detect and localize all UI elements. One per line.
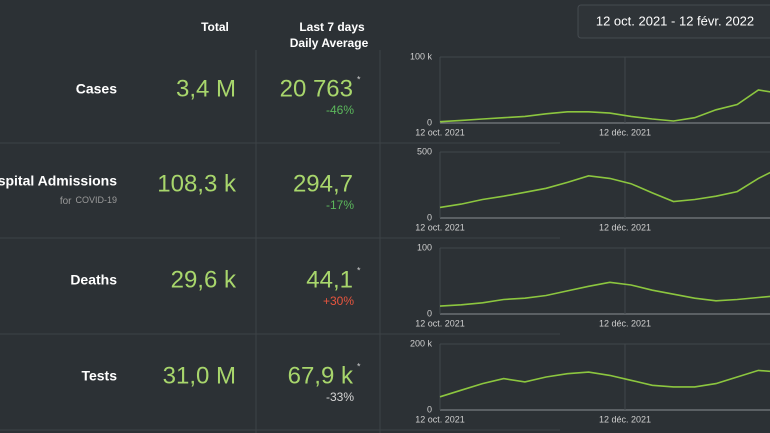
total-value: 108,3 k	[157, 170, 237, 197]
header-daily-average: Daily Average	[290, 36, 369, 50]
change-value: -17%	[326, 198, 354, 212]
y-tick-label: 0	[427, 117, 432, 127]
sublabel: COVID-19	[75, 195, 117, 205]
row-label: Cases	[76, 81, 117, 97]
y-tick-label: 500	[417, 146, 432, 156]
row-sublabel: for COVID-19	[60, 195, 117, 206]
y-tick-label: 200 k	[410, 338, 433, 348]
x-tick-label: 12 déc. 2021	[599, 127, 651, 137]
row-label: Tests	[81, 368, 117, 384]
header-last7: Last 7 days	[299, 20, 365, 34]
change-value: +30%	[323, 294, 354, 308]
y-tick-label: 0	[427, 212, 432, 222]
data-line	[439, 89, 770, 123]
footnote-mark: *	[357, 265, 361, 275]
row-label: Hospital Admissions	[0, 173, 117, 189]
x-tick-label: 12 oct. 2021	[415, 127, 465, 137]
change-value: -46%	[326, 103, 354, 117]
total-value: 29,6 k	[171, 266, 237, 293]
date-range-picker[interactable]	[577, 4, 770, 39]
x-tick-label: 12 déc. 2021	[599, 222, 651, 232]
y-tick-label: 100	[417, 242, 432, 252]
row-label: Deaths	[70, 272, 117, 288]
x-tick-label: 12 oct. 2021	[415, 318, 465, 328]
average-value: 294,7	[293, 170, 353, 197]
x-tick-label: 12 oct. 2021	[415, 222, 465, 232]
y-tick-label: 100 k	[410, 51, 433, 61]
average-value: 67,9 k	[288, 362, 354, 389]
change-value: -33%	[326, 390, 354, 404]
total-value: 31,0 M	[163, 362, 236, 389]
data-line	[439, 171, 770, 209]
x-tick-label: 12 oct. 2021	[415, 414, 465, 424]
average-value: 44,1	[306, 266, 353, 293]
x-tick-label: 12 déc. 2021	[599, 414, 651, 424]
y-tick-label: 0	[427, 404, 432, 414]
footnote-mark: *	[357, 74, 361, 84]
y-tick-label: 0	[427, 308, 432, 318]
data-line	[439, 281, 770, 307]
sublabel-prefix: for	[60, 196, 72, 207]
data-line	[439, 369, 770, 398]
total-value: 3,4 M	[176, 75, 236, 102]
date-range[interactable]: 12 oct. 2021 - 12 févr. 2022	[596, 13, 754, 28]
footnote-mark: *	[357, 361, 361, 371]
x-tick-label: 12 déc. 2021	[599, 318, 651, 328]
header-total: Total	[201, 20, 229, 34]
average-value: 20 763	[280, 75, 353, 102]
